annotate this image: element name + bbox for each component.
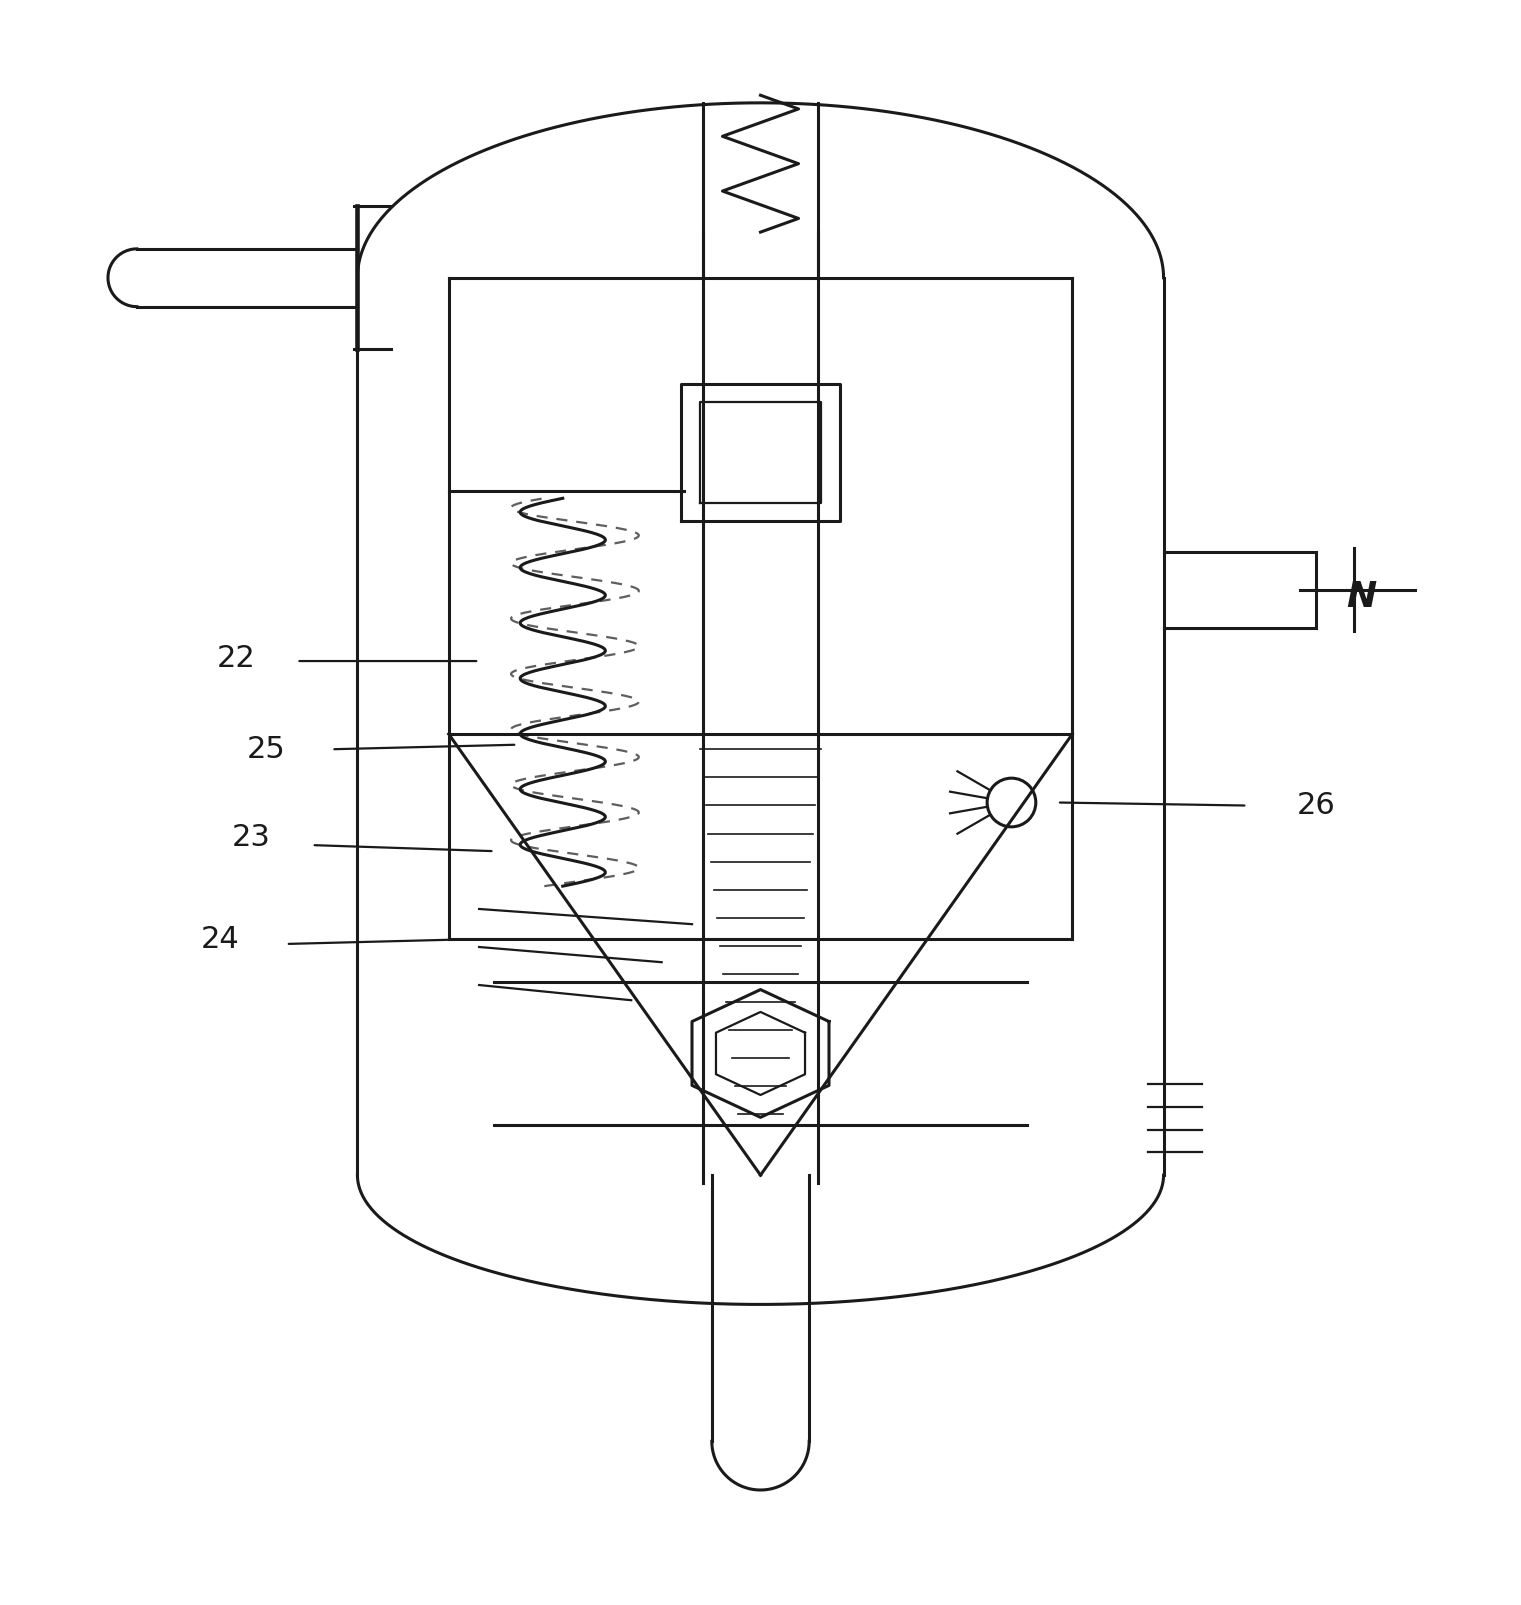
Text: 24: 24 [201, 924, 240, 953]
Text: N: N [1346, 579, 1377, 615]
Text: 22: 22 [216, 644, 256, 672]
Text: 26: 26 [1296, 791, 1335, 820]
Bar [137, 249, 357, 307]
Text: 25: 25 [246, 735, 286, 764]
Text: 23: 23 [231, 823, 271, 852]
